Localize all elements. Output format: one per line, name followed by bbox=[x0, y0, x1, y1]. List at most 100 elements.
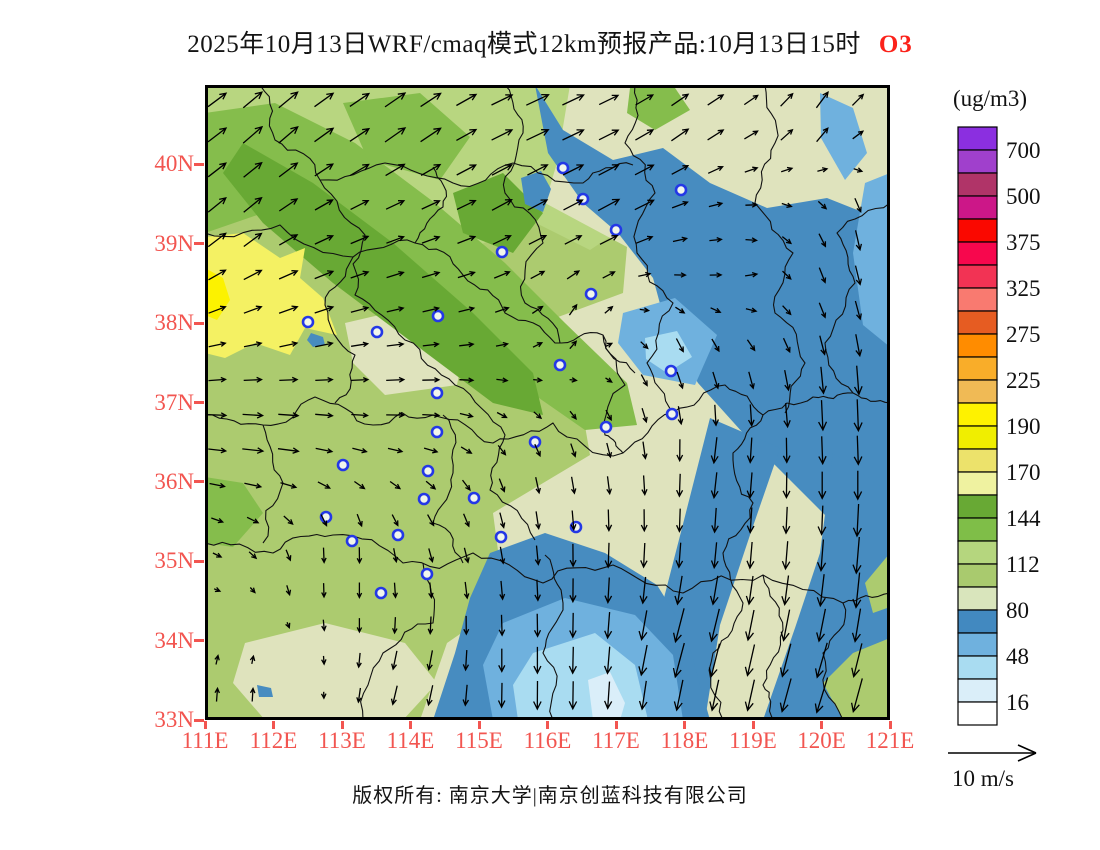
wind-arrow bbox=[242, 447, 265, 454]
wind-arrow bbox=[356, 582, 363, 599]
colorbar-tick-label: 275 bbox=[1006, 322, 1041, 347]
wind-arrow bbox=[710, 542, 719, 570]
wind-arrow bbox=[569, 543, 577, 568]
lon-tick bbox=[340, 721, 344, 729]
colorbar-box bbox=[957, 218, 998, 243]
wind-arrow bbox=[853, 167, 864, 173]
wind-arrow bbox=[208, 341, 227, 348]
wind-arrow bbox=[562, 129, 585, 141]
wind-arrow bbox=[854, 265, 863, 286]
wind-arrow bbox=[818, 471, 827, 500]
wind-arrow bbox=[285, 549, 292, 562]
lat-tick bbox=[194, 401, 204, 405]
wind-arrow bbox=[534, 443, 541, 458]
wind-arrow bbox=[533, 680, 542, 711]
lat-tick bbox=[194, 162, 204, 166]
colorbar-box bbox=[957, 126, 998, 151]
wind-arrow bbox=[708, 608, 720, 643]
wind-arrow bbox=[391, 514, 399, 527]
wind-arrow bbox=[278, 270, 299, 280]
wind-arrow bbox=[781, 575, 791, 606]
wind-arrow bbox=[350, 270, 370, 279]
wind-arrow bbox=[496, 411, 508, 419]
wind-arrow bbox=[491, 199, 513, 211]
wind-arrow bbox=[495, 341, 510, 348]
wind-arrow bbox=[563, 199, 584, 211]
wind-arrow bbox=[321, 547, 327, 564]
city-ring-marker bbox=[345, 534, 359, 548]
colorbar-tick-label: 190 bbox=[1006, 414, 1041, 439]
contour-region bbox=[759, 85, 813, 163]
colorbar-tick-label: 500 bbox=[1006, 184, 1041, 209]
wind-arrow bbox=[528, 235, 548, 245]
wind-arrow bbox=[425, 480, 437, 490]
wind-arrow bbox=[244, 482, 263, 489]
wind-arrow bbox=[746, 507, 755, 534]
colorbar-box bbox=[957, 172, 998, 197]
lon-tick bbox=[409, 721, 412, 729]
wind-arrow bbox=[498, 614, 506, 637]
wind-arrow bbox=[460, 446, 473, 454]
wind-arrow bbox=[782, 437, 791, 464]
wind-arrow bbox=[852, 130, 865, 140]
wind-arrow bbox=[533, 377, 544, 383]
wind-arrow bbox=[426, 650, 434, 672]
boundary-line bbox=[204, 533, 891, 604]
city-ring-marker bbox=[430, 386, 444, 400]
wind-arrow bbox=[526, 93, 550, 106]
lat-label: 34N bbox=[154, 627, 194, 653]
contour-region bbox=[307, 333, 325, 347]
lon-tick bbox=[751, 721, 755, 729]
wind-arrow bbox=[640, 341, 649, 350]
pollutant-label: O3 bbox=[878, 31, 913, 58]
wind-arrow bbox=[315, 341, 334, 348]
wind-arrow bbox=[747, 404, 755, 428]
wind-arrow bbox=[602, 271, 616, 279]
wind-arrow bbox=[855, 334, 863, 358]
wind-arrow bbox=[781, 541, 791, 571]
wind-arrow bbox=[850, 678, 863, 714]
wind-arrow bbox=[491, 164, 514, 176]
wind-arrow bbox=[493, 270, 511, 279]
wind-arrow bbox=[640, 509, 648, 533]
wind-arrow bbox=[708, 643, 721, 678]
wind-arrow bbox=[675, 306, 686, 314]
colorbar-box bbox=[957, 310, 998, 335]
wind-arrow bbox=[384, 127, 407, 143]
city-ring-marker bbox=[584, 287, 598, 301]
boundary-line bbox=[502, 84, 561, 344]
wind-arrow bbox=[676, 473, 684, 498]
colorbar-box bbox=[957, 356, 998, 381]
wind-arrow bbox=[853, 365, 863, 396]
wind-arrow bbox=[597, 198, 621, 212]
wind-arrow bbox=[317, 481, 331, 489]
wind-arrow bbox=[214, 654, 220, 665]
wind-arrow bbox=[598, 94, 620, 106]
lat-tick bbox=[194, 639, 204, 643]
colorbar-tick-label: 700 bbox=[1006, 138, 1041, 163]
wind-arrow bbox=[599, 235, 619, 245]
wind-arrow bbox=[314, 199, 334, 211]
colorbar-tick-label: 112 bbox=[1006, 552, 1040, 577]
lon-tick bbox=[888, 721, 892, 729]
wind-arrow bbox=[242, 91, 264, 109]
wind-arrow bbox=[711, 507, 719, 534]
city-ring-marker bbox=[609, 223, 623, 237]
wind-arrow bbox=[781, 202, 793, 208]
map-canvas bbox=[204, 84, 891, 721]
colorbar-box bbox=[957, 563, 998, 588]
wind-arrow bbox=[638, 271, 652, 278]
wind-arrow bbox=[242, 125, 264, 144]
wind-arrow bbox=[492, 235, 512, 245]
wind-arrow bbox=[498, 478, 506, 493]
wind-arrow bbox=[279, 376, 299, 383]
wind-arrow bbox=[213, 586, 222, 593]
colorbar-box bbox=[957, 287, 998, 312]
wind-arrow bbox=[278, 162, 299, 178]
wind-arrow bbox=[422, 412, 441, 418]
colorbar-box bbox=[957, 609, 998, 634]
wind-arrow bbox=[673, 679, 684, 712]
wind-arrow bbox=[606, 476, 613, 496]
city-ring-marker bbox=[421, 464, 435, 478]
wind-arrow bbox=[530, 270, 546, 280]
